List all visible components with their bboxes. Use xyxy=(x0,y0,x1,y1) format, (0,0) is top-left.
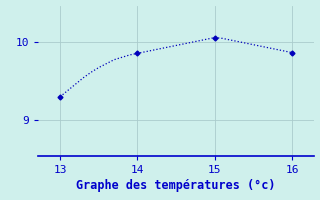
X-axis label: Graphe des températures (°c): Graphe des températures (°c) xyxy=(76,179,276,192)
